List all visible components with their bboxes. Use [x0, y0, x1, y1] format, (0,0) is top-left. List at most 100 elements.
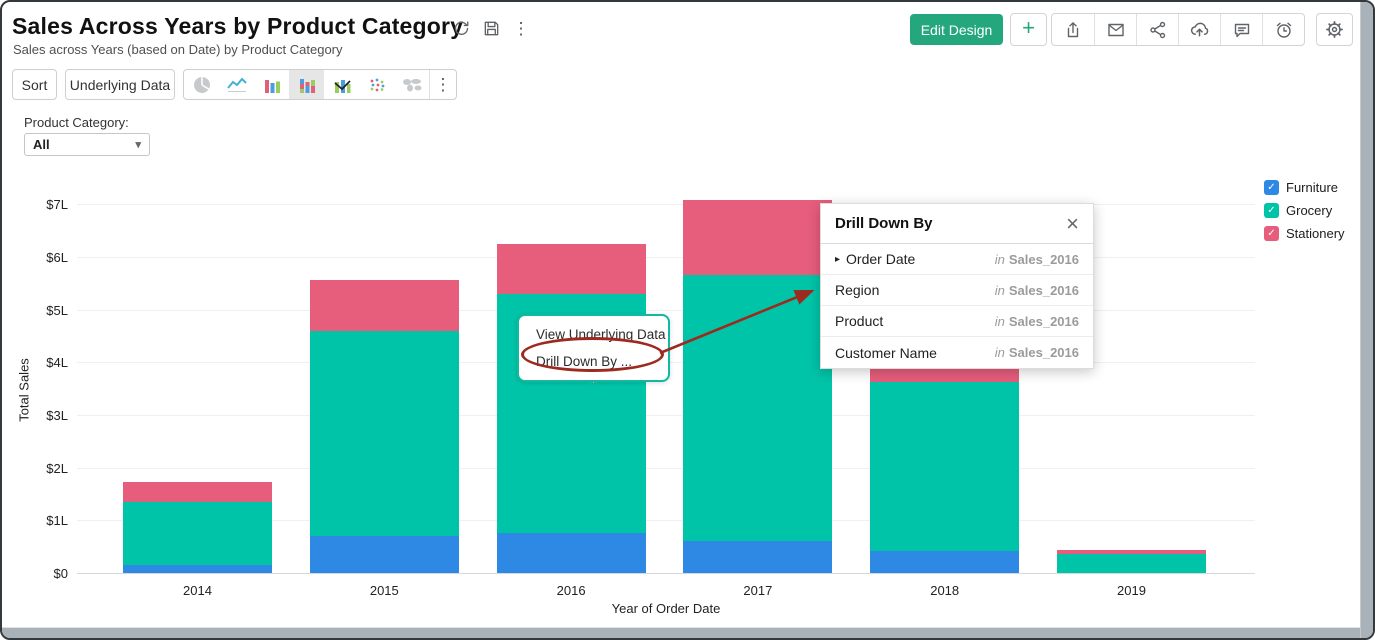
- bar-segment-furniture-2016[interactable]: [497, 533, 646, 573]
- popup-title: Drill Down By: [835, 215, 933, 232]
- legend: ✓ Furniture ✓ Grocery ✓ Stationery: [1264, 180, 1345, 241]
- page-title: Sales Across Years by Product Category: [12, 13, 463, 40]
- popup-row-product[interactable]: Product inSales_2016: [821, 306, 1093, 337]
- y-axis-ticks: $7L$6L$5L$4L$3L$2L$1L$0: [2, 190, 68, 574]
- legend-item-stationery[interactable]: ✓ Stationery: [1264, 226, 1345, 241]
- bar-2017[interactable]: [683, 200, 832, 573]
- publish-cloud-icon[interactable]: [1178, 14, 1220, 45]
- bar-segment-stationery-2014[interactable]: [123, 482, 272, 502]
- chart-type-bar-icon[interactable]: [254, 70, 289, 99]
- edit-design-button[interactable]: Edit Design: [910, 14, 1003, 45]
- caret-down-icon: ▾: [135, 138, 141, 151]
- alert-clock-button[interactable]: [1262, 14, 1304, 45]
- bar-segment-furniture-2014[interactable]: [123, 565, 272, 573]
- context-menu: View Underlying Data Drill Down By ...: [517, 314, 670, 382]
- row-label-text: Region: [835, 282, 879, 298]
- bar-segment-stationery-2018[interactable]: [870, 369, 1019, 382]
- bar-segment-stationery-2015[interactable]: [310, 280, 459, 331]
- legend-label: Furniture: [1286, 180, 1338, 195]
- popup-row-order-date[interactable]: ▸Order Date inSales_2016: [821, 244, 1093, 275]
- popup-row-region[interactable]: Region in Sales_2016: [821, 275, 1093, 306]
- x-tick-label: 2015: [370, 583, 399, 598]
- chart-type-map-icon[interactable]: [394, 70, 429, 99]
- bar-segment-grocery-2019[interactable]: [1057, 554, 1206, 573]
- analytics-window: Sales Across Years by Product Category S…: [0, 0, 1375, 640]
- share-button[interactable]: [1136, 14, 1178, 45]
- kebab-icon[interactable]: ⋮: [511, 18, 531, 38]
- row-label-text: Order Date: [846, 251, 915, 267]
- chart-type-strip: ⋮: [183, 69, 457, 100]
- chart-type-stacked-bar-icon[interactable]: [289, 70, 324, 99]
- bar-segment-grocery-2018[interactable]: [870, 382, 1019, 551]
- bar-segment-grocery-2015[interactable]: [310, 331, 459, 536]
- gridline: [77, 468, 1255, 469]
- checkbox-checked-icon[interactable]: ✓: [1264, 203, 1279, 218]
- popup-row-customer-name[interactable]: Customer Name inSales_2016: [821, 337, 1093, 368]
- bar-segment-stationery-2017[interactable]: [683, 200, 832, 275]
- bar-segment-furniture-2015[interactable]: [310, 536, 459, 573]
- page-subtitle: Sales across Years (based on Date) by Pr…: [13, 42, 343, 57]
- row-source: Sales_2016: [1009, 283, 1079, 298]
- row-label-text: Product: [835, 313, 883, 329]
- y-tick-label: $7L: [46, 197, 68, 212]
- x-axis-title: Year of Order Date: [77, 601, 1255, 616]
- gridline: [77, 415, 1255, 416]
- y-tick-label: $3L: [46, 408, 68, 423]
- close-icon[interactable]: ×: [1066, 213, 1079, 235]
- y-tick-label: $6L: [46, 250, 68, 265]
- x-tick-label: 2017: [743, 583, 772, 598]
- legend-label: Stationery: [1286, 226, 1345, 241]
- bar-segment-furniture-2018[interactable]: [870, 551, 1019, 573]
- product-category-dropdown[interactable]: All ▾: [24, 133, 150, 156]
- settings-gear-button[interactable]: [1316, 13, 1353, 46]
- y-tick-label: $2L: [46, 461, 68, 476]
- row-source: Sales_2016: [1009, 345, 1079, 360]
- header-action-group: [1051, 13, 1305, 46]
- bar-segment-stationery-2016[interactable]: [497, 244, 646, 294]
- bar-segment-grocery-2017[interactable]: [683, 275, 832, 541]
- menu-item-drill-down-by[interactable]: Drill Down By ...: [519, 348, 668, 375]
- bar-2019[interactable]: [1057, 550, 1206, 573]
- row-source-prefix: in: [995, 314, 1005, 329]
- menu-item-view-underlying-data[interactable]: View Underlying Data: [519, 321, 668, 348]
- bar-2016[interactable]: [497, 244, 646, 573]
- row-source-prefix: in: [995, 283, 1005, 298]
- bar-segment-grocery-2014[interactable]: [123, 502, 272, 565]
- x-tick-label: 2016: [557, 583, 586, 598]
- y-tick-label: $4L: [46, 355, 68, 370]
- save-icon[interactable]: [481, 18, 501, 38]
- checkbox-checked-icon[interactable]: ✓: [1264, 226, 1279, 241]
- underlying-data-button[interactable]: Underlying Data: [65, 69, 175, 100]
- dropdown-value: All: [33, 137, 50, 152]
- comment-button[interactable]: [1220, 14, 1262, 45]
- x-tick-label: 2014: [183, 583, 212, 598]
- email-button[interactable]: [1094, 14, 1136, 45]
- legend-item-grocery[interactable]: ✓ Grocery: [1264, 203, 1345, 218]
- legend-item-furniture[interactable]: ✓ Furniture: [1264, 180, 1345, 195]
- filter-label: Product Category:: [24, 115, 129, 130]
- add-button[interactable]: +: [1010, 13, 1047, 46]
- bar-segment-furniture-2017[interactable]: [683, 541, 832, 573]
- horizontal-scrollbar[interactable]: [2, 627, 1373, 638]
- vertical-scrollbar[interactable]: [1360, 2, 1373, 638]
- row-label-text: Customer Name: [835, 345, 937, 361]
- chart-type-more-icon[interactable]: ⋮: [430, 70, 456, 99]
- expand-arrow-icon: ▸: [835, 254, 840, 265]
- legend-label: Grocery: [1286, 203, 1332, 218]
- chart-type-scatter-icon[interactable]: [359, 70, 394, 99]
- drill-down-popup: Drill Down By × ▸ Order Date in Sales_2016…: [820, 203, 1094, 369]
- export-button[interactable]: [1052, 14, 1094, 45]
- row-source-prefix: in: [995, 252, 1005, 267]
- bar-2014[interactable]: [123, 482, 272, 573]
- sort-button[interactable]: Sort: [12, 69, 57, 100]
- bar-2018[interactable]: [870, 369, 1019, 573]
- bar-2015[interactable]: [310, 280, 459, 573]
- y-tick-label: $0: [54, 566, 68, 581]
- chart-type-pie-icon[interactable]: [184, 70, 219, 99]
- y-tick-label: $1L: [46, 513, 68, 528]
- chart-type-combo-icon[interactable]: [324, 70, 359, 99]
- refresh-icon[interactable]: [451, 18, 471, 38]
- chart-type-line-icon[interactable]: [219, 70, 254, 99]
- checkbox-checked-icon[interactable]: ✓: [1264, 180, 1279, 195]
- x-tick-label: 2018: [930, 583, 959, 598]
